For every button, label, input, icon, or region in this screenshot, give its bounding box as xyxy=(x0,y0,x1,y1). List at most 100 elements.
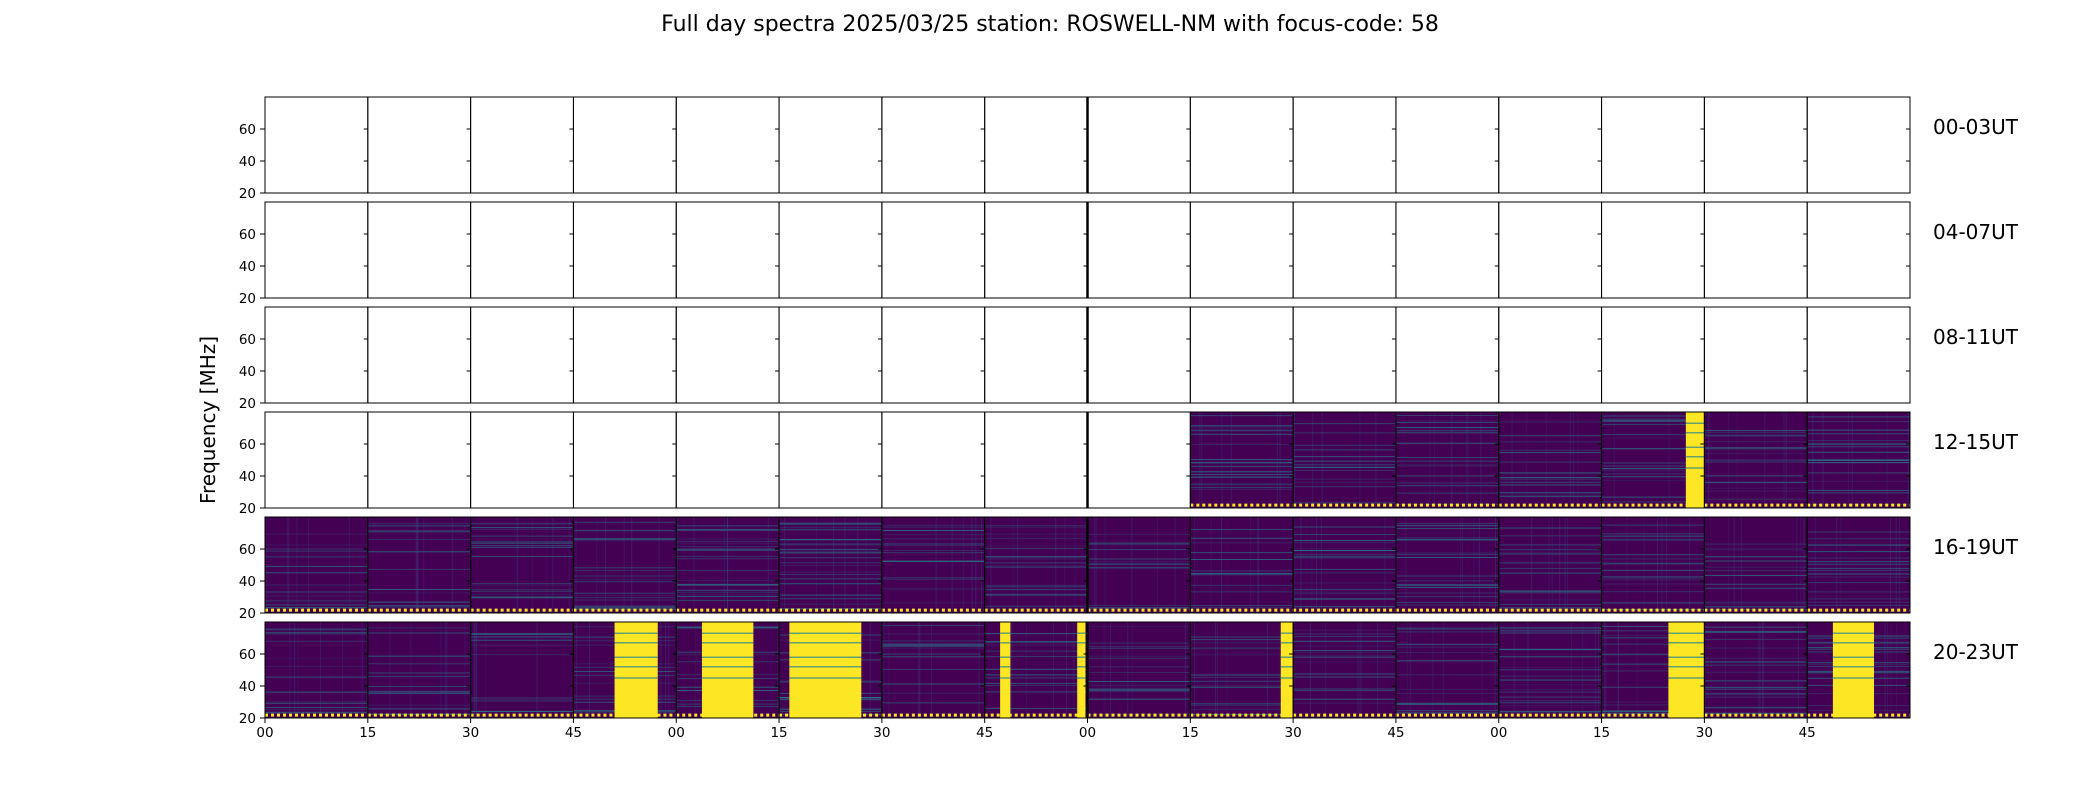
spectrum-segment xyxy=(367,622,471,718)
spectrum-segment xyxy=(1087,622,1191,718)
spectrum-segment xyxy=(1395,517,1499,613)
x-tick-label: 30 xyxy=(1696,725,1713,741)
spectra-content xyxy=(265,622,1910,718)
spectrum-segment xyxy=(881,622,985,718)
x-tick-label: 45 xyxy=(1387,725,1404,741)
segment-frame xyxy=(1703,96,1808,194)
segment-frame xyxy=(881,201,986,299)
saturated-burst xyxy=(1832,622,1875,718)
x-tick-label: 00 xyxy=(1490,725,1507,741)
segment-frame xyxy=(1087,201,1191,299)
chart-title: Full day spectra 2025/03/25 station: ROS… xyxy=(661,12,1439,37)
segment-frame xyxy=(1703,306,1808,404)
segment-frame xyxy=(984,411,1088,509)
spectrum-segment xyxy=(1395,412,1499,508)
saturated-burst xyxy=(1685,412,1705,508)
row-time-label: 20-23UT xyxy=(1933,640,2019,664)
segment-frame xyxy=(1806,621,1911,719)
spectrum-segment xyxy=(1601,517,1705,613)
y-tick-label: 40 xyxy=(239,259,256,275)
y-tick-label: 20 xyxy=(239,291,256,307)
saturated-burst xyxy=(789,622,862,718)
spectrum-segment xyxy=(1293,412,1396,508)
segment-frame xyxy=(572,306,677,404)
row-time-label: 04-07UT xyxy=(1933,220,2019,244)
spectrum-segment xyxy=(1293,622,1396,718)
segment-frame xyxy=(1601,306,1705,404)
y-tick-label: 40 xyxy=(239,469,256,485)
segment-frame xyxy=(778,411,883,509)
segment-frame xyxy=(264,201,369,299)
spectrum-segment xyxy=(265,517,368,613)
segment-frame xyxy=(1395,96,1500,194)
spectrum-segment xyxy=(881,517,985,613)
row-time-label: 16-19UT xyxy=(1933,535,2019,559)
segment-frame xyxy=(1806,306,1911,404)
segment-frame xyxy=(1087,96,1191,194)
y-tick-label: 40 xyxy=(239,679,256,695)
segment-frame xyxy=(1703,201,1808,299)
segment-frame xyxy=(470,96,574,194)
segment-frame xyxy=(1292,201,1397,299)
x-tick-label: 30 xyxy=(1285,725,1302,741)
segment-frame xyxy=(264,306,369,404)
spectrum-segment xyxy=(1704,622,1808,718)
spectrum-segment xyxy=(1395,622,1499,718)
segment-frame xyxy=(675,96,780,194)
segment-frame xyxy=(572,96,677,194)
y-tick-label: 60 xyxy=(239,122,256,138)
segment-frame xyxy=(881,306,986,404)
spectrum-segment xyxy=(1293,517,1396,613)
spectrum-segment xyxy=(265,622,368,718)
saturated-burst xyxy=(1668,622,1705,718)
segment-frame xyxy=(572,411,677,509)
spectra-row: 20 40 60 08-11UT xyxy=(239,306,2019,412)
x-tick-label: 15 xyxy=(1182,725,1199,741)
spectrum-segment xyxy=(470,622,574,718)
saturated-burst xyxy=(1077,622,1086,718)
spectrum-segment xyxy=(1190,517,1294,613)
segment-frame xyxy=(881,96,986,194)
spectra-row: 20 40 60 04-07UT xyxy=(239,201,2019,307)
y-tick-label: 60 xyxy=(239,647,256,663)
row-time-label: 12-15UT xyxy=(1933,430,2019,454)
segment-frame xyxy=(984,96,1088,194)
x-tick-label: 15 xyxy=(770,725,787,741)
row-time-label: 00-03UT xyxy=(1933,115,2019,139)
y-tick-label: 60 xyxy=(239,227,256,243)
x-tick-label: 00 xyxy=(668,725,685,741)
segment-frame xyxy=(1189,306,1294,404)
segment-frame xyxy=(1806,96,1911,194)
y-tick-label: 60 xyxy=(239,437,256,453)
spectrum-segment xyxy=(1704,517,1808,613)
segment-frame xyxy=(1498,306,1603,404)
y-tick-label: 40 xyxy=(239,364,256,380)
segment-frame xyxy=(1601,201,1705,299)
x-tick-label: 45 xyxy=(1799,725,1816,741)
y-tick-label: 20 xyxy=(239,606,256,622)
segment-frame xyxy=(367,201,472,299)
segment-frame xyxy=(1395,306,1500,404)
spectrum-segment xyxy=(779,517,882,613)
saturated-burst xyxy=(1280,622,1294,718)
x-tick-label: 00 xyxy=(256,725,273,741)
y-tick-label: 20 xyxy=(239,396,256,412)
spectra-row: 20 40 60 16-19UT xyxy=(239,516,2019,622)
y-tick-label: 40 xyxy=(239,574,256,590)
segment-frame xyxy=(1498,201,1603,299)
x-tick-label: 45 xyxy=(976,725,993,741)
segment-frame xyxy=(367,96,472,194)
y-tick-label: 20 xyxy=(239,711,256,727)
segment-frame xyxy=(367,306,472,404)
saturated-burst xyxy=(1000,622,1011,718)
segment-frame xyxy=(984,306,1088,404)
spectrum-segment xyxy=(1807,517,1910,613)
spectrum-segment xyxy=(984,517,1088,613)
segment-frame xyxy=(881,411,986,509)
segment-frame xyxy=(778,201,883,299)
segment-frame xyxy=(1087,411,1191,509)
segment-frame xyxy=(675,201,780,299)
segment-frame xyxy=(470,306,574,404)
segment-frame xyxy=(1189,201,1294,299)
segment-frame xyxy=(1806,516,1911,614)
